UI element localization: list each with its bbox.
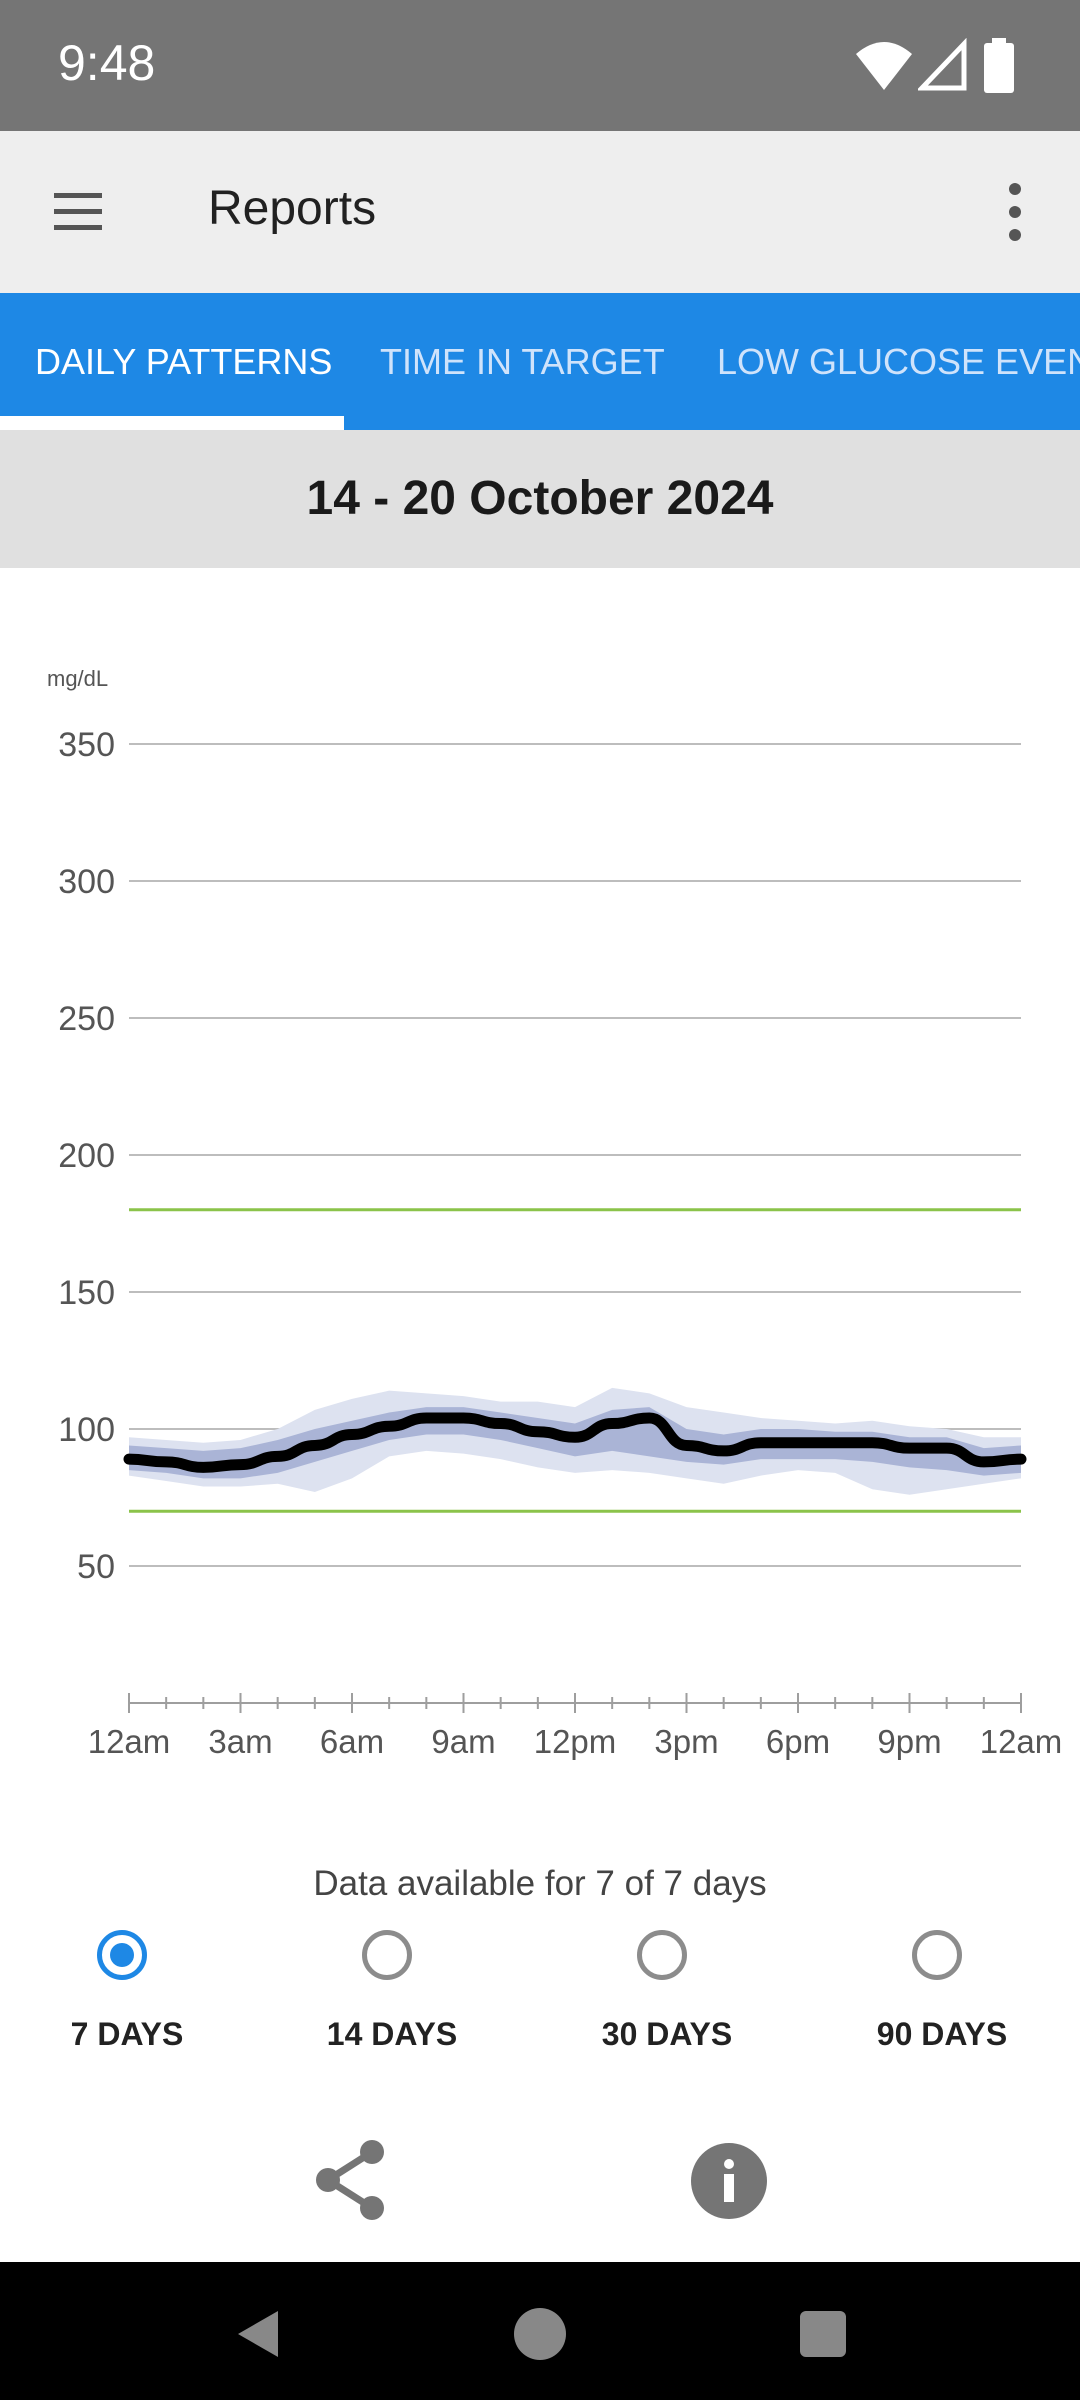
y-tick-label: 350 xyxy=(58,726,115,764)
y-tick-label: 200 xyxy=(58,1137,115,1175)
y-tick-label: 250 xyxy=(58,1000,115,1038)
y-tick-label: 50 xyxy=(77,1548,115,1586)
menu-button[interactable] xyxy=(44,179,112,243)
x-tick-label: 12pm xyxy=(534,1723,617,1760)
signal-icon xyxy=(918,38,968,94)
battery-icon xyxy=(982,38,1016,94)
x-tick-label: 12am xyxy=(88,1723,171,1760)
date-range: 14 - 20 October 2024 xyxy=(0,430,1080,568)
range-option-14-days[interactable]: 14 DAYS xyxy=(282,1930,502,2060)
daily-patterns-chart: mg/dL 350 300 250 200 150 100 50 12am 3am 6am 9am 1… xyxy=(0,568,1080,1818)
x-tick-label: 3pm xyxy=(654,1723,718,1760)
tab-bar: DAILY PATTERNS TIME IN TARGET LOW GLUCOS… xyxy=(0,293,1080,430)
range-option-30-days[interactable]: 30 DAYS xyxy=(557,1930,777,2060)
recents-icon[interactable] xyxy=(796,2307,850,2361)
info-button[interactable] xyxy=(690,2142,768,2220)
system-nav-bar xyxy=(0,2262,1080,2400)
y-tick-label: 300 xyxy=(58,863,115,901)
data-availability-text: Data available for 7 of 7 days xyxy=(0,1864,1080,1904)
range-option-7-days[interactable]: 7 DAYS xyxy=(17,1930,237,2060)
y-unit-label: mg/dL xyxy=(47,666,108,691)
status-bar: 9:48 xyxy=(0,0,1080,131)
x-tick-label: 9pm xyxy=(877,1723,941,1760)
status-time: 9:48 xyxy=(58,34,155,92)
range-label-7-days: 7 DAYS xyxy=(17,2016,237,2053)
overflow-menu-button[interactable] xyxy=(990,179,1040,245)
x-tick-label: 9am xyxy=(431,1723,495,1760)
date-range-header: 14 - 20 October 2024 xyxy=(0,430,1080,568)
radio-90-days[interactable] xyxy=(912,1930,962,1980)
share-icon xyxy=(310,2138,390,2222)
range-label-30-days: 30 DAYS xyxy=(557,2016,777,2053)
radio-7-days[interactable] xyxy=(97,1930,147,1980)
x-tick-label: 6am xyxy=(320,1723,384,1760)
more-vert-icon xyxy=(990,179,1040,245)
x-tick-label: 6pm xyxy=(766,1723,830,1760)
active-tab-indicator xyxy=(0,416,344,430)
tab-low-glucose-events[interactable]: LOW GLUCOSE EVENTS xyxy=(717,341,1080,383)
range-label-14-days: 14 DAYS xyxy=(282,2016,502,2053)
share-button[interactable] xyxy=(310,2138,390,2222)
radio-30-days[interactable] xyxy=(637,1930,687,1980)
y-tick-label: 150 xyxy=(58,1274,115,1312)
x-tick-label: 12am xyxy=(980,1723,1063,1760)
y-tick-label: 100 xyxy=(58,1411,115,1449)
info-icon xyxy=(690,2142,768,2220)
range-label-90-days: 90 DAYS xyxy=(832,2016,1052,2053)
page-title: Reports xyxy=(208,181,376,236)
menu-icon xyxy=(44,179,112,243)
status-icons xyxy=(854,38,1024,94)
tab-daily-patterns[interactable]: DAILY PATTERNS xyxy=(35,341,332,383)
x-tick-label: 3am xyxy=(208,1723,272,1760)
tab-time-in-target[interactable]: TIME IN TARGET xyxy=(380,341,665,383)
app-bar: Reports xyxy=(0,131,1080,293)
range-option-90-days[interactable]: 90 DAYS xyxy=(832,1930,1052,2060)
wifi-icon xyxy=(854,38,914,94)
back-icon[interactable] xyxy=(232,2307,286,2361)
home-icon[interactable] xyxy=(513,2307,567,2361)
radio-14-days[interactable] xyxy=(362,1930,412,1980)
